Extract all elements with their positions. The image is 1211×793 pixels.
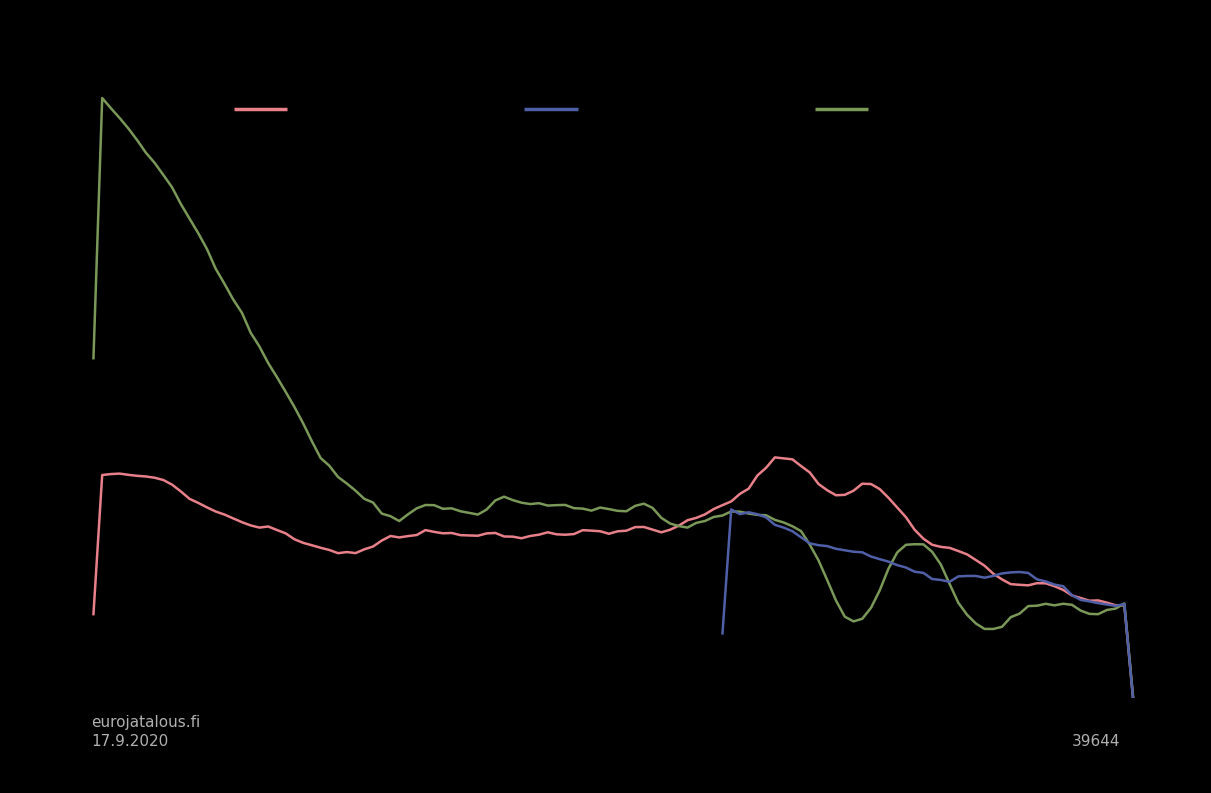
Text: eurojatalous.fi
17.9.2020: eurojatalous.fi 17.9.2020 [91, 714, 200, 749]
Text: 39644: 39644 [1072, 734, 1120, 749]
